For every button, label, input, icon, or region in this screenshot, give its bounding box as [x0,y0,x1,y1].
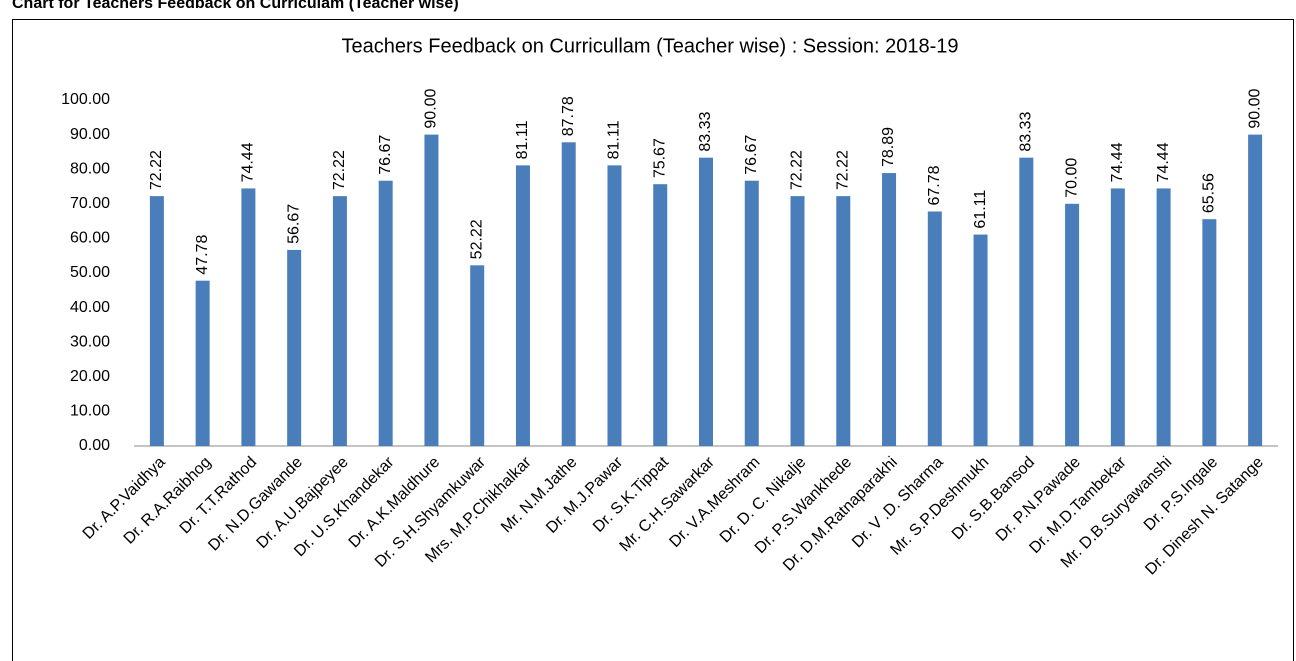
chart-title: Teachers Feedback on Curricullam (Teache… [342,35,959,57]
data-label: 72.22 [789,150,806,190]
y-tick-label: 100.00 [61,91,110,108]
bar [1156,188,1171,446]
bar [653,184,668,446]
data-label: 87.78 [560,96,577,136]
y-tick-label: 50.00 [70,264,110,281]
bar [1202,219,1217,446]
y-tick-label: 30.00 [70,333,110,350]
data-label: 76.67 [377,135,394,175]
y-tick-label: 60.00 [70,230,110,247]
bar [241,188,256,446]
bar [1065,203,1080,446]
data-label: 90.00 [1246,88,1263,128]
bar [790,196,805,446]
y-tick-label: 70.00 [70,195,110,212]
bar [515,165,530,446]
bar [882,173,897,447]
data-label: 72.22 [331,150,348,190]
data-label: 70.00 [1063,158,1080,198]
bar [424,134,439,446]
bar [927,211,942,446]
data-label: 72.22 [148,150,165,190]
chart-frame [12,19,1294,661]
data-label: 83.33 [1018,112,1035,152]
data-label: 72.22 [834,150,851,190]
y-tick-label: 40.00 [70,299,110,316]
data-label: 56.67 [285,204,302,244]
y-tick-label: 20.00 [70,368,110,385]
heading: Chart for Teachers Feedback on Curricula… [12,0,459,12]
data-label: 81.11 [514,120,531,159]
y-tick-label: 0.00 [79,437,110,454]
bar [744,180,759,446]
data-label: 74.44 [1155,142,1172,182]
bar [973,234,988,446]
x-tick-label: Dr. S.B.Bansod [949,454,1038,543]
bar [378,180,393,446]
data-label: 61.11 [972,190,989,229]
data-label: 81.11 [606,120,623,159]
bar [1248,134,1263,446]
x-tick-label: Dr. A.P.Vaidhya [80,454,169,543]
y-tick-label: 90.00 [70,126,110,143]
data-label: 76.67 [743,135,760,175]
data-label: 83.33 [697,112,714,152]
data-label: 78.89 [880,127,897,167]
bar [470,265,485,446]
bar [836,196,851,446]
data-label: 75.67 [651,138,668,178]
data-label: 67.78 [926,165,943,205]
data-label: 47.78 [194,235,211,275]
data-label: 74.44 [1109,142,1126,182]
bar [195,280,210,446]
y-tick-label: 80.00 [70,160,110,177]
bar [561,142,576,447]
data-label: 65.56 [1201,173,1218,213]
bar [332,196,347,446]
y-tick-label: 10.00 [70,403,110,420]
data-label: 90.00 [423,88,440,128]
bar [1019,157,1034,446]
bar [1110,188,1125,446]
x-tick-label: Dr. P.N.Pawade [993,454,1084,545]
bar [149,196,164,446]
bar [287,249,302,446]
bar [607,165,622,446]
bar [699,157,713,446]
data-label: 74.44 [240,142,257,182]
data-label: 52.22 [468,219,485,259]
